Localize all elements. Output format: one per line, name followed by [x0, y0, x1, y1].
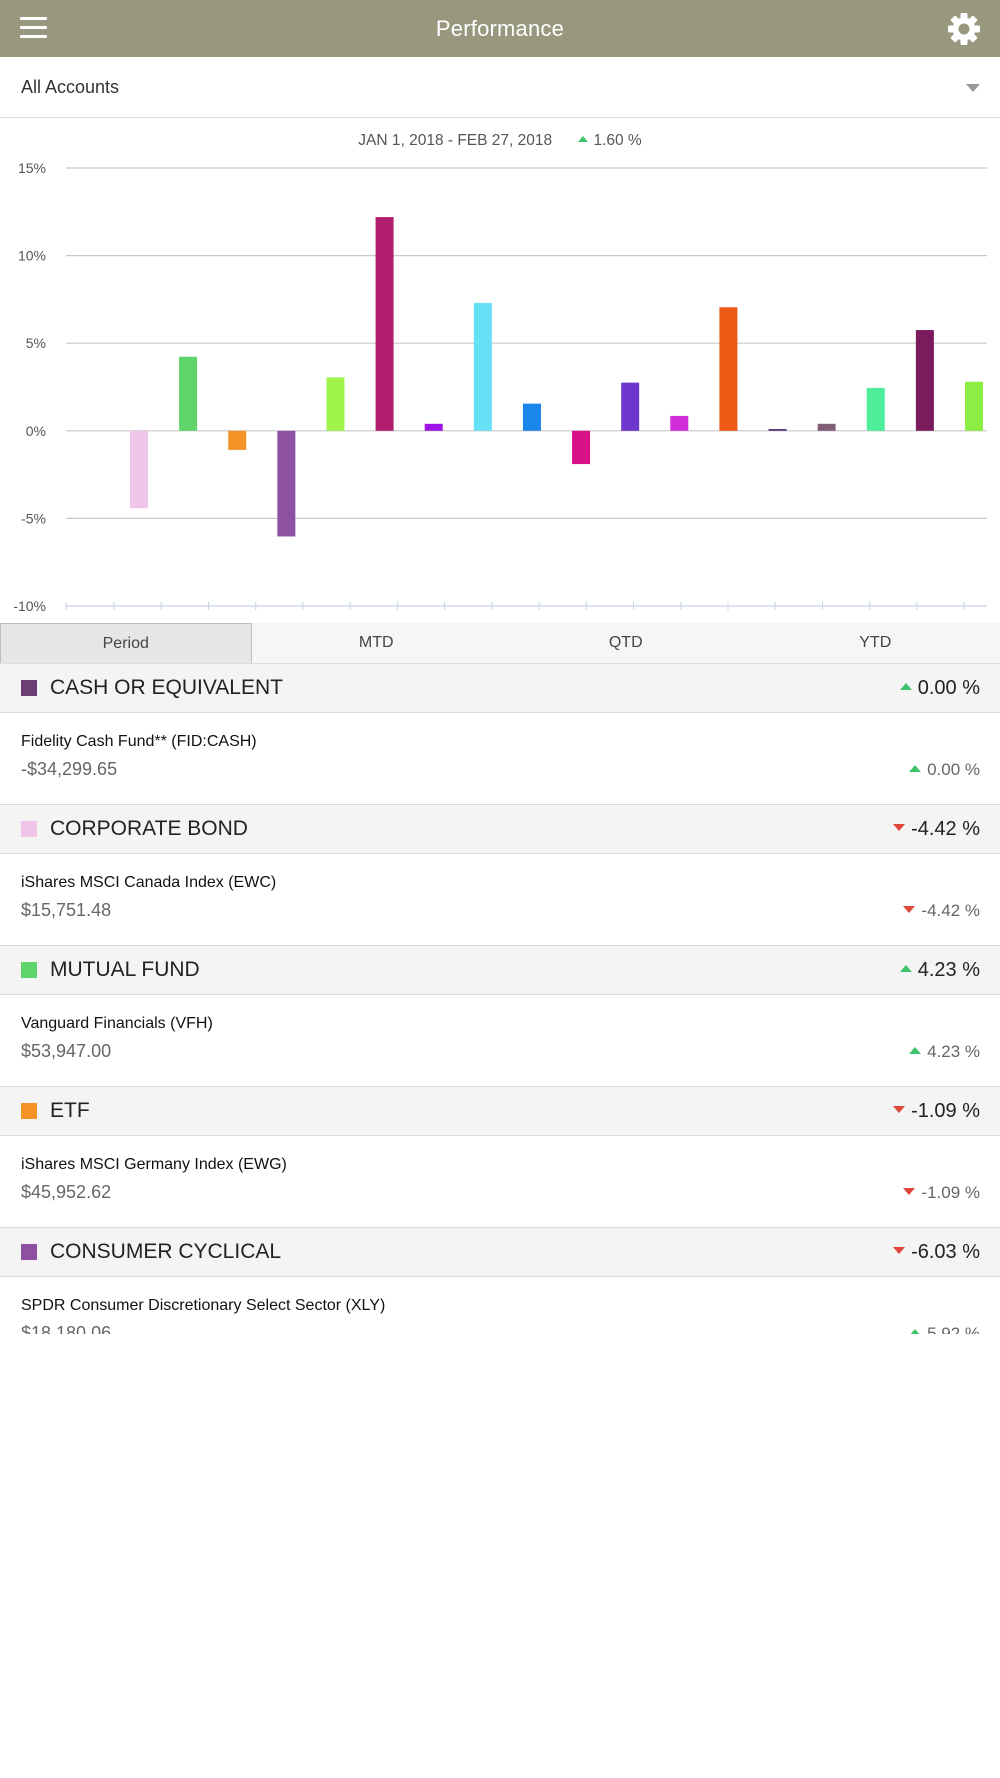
holding-change: -4.42 %: [903, 901, 980, 921]
chart-bar: [473, 302, 492, 431]
chart-bar: [375, 217, 394, 431]
total-change-value: 1.60 %: [593, 132, 642, 149]
group-name: MUTUAL FUND: [50, 958, 200, 981]
y-tick-label: -5%: [21, 510, 46, 526]
holding-change: 5.92 %: [909, 1324, 980, 1334]
y-tick-label: -10%: [13, 598, 46, 614]
holding-name: iShares MSCI Canada Index (EWC): [21, 874, 277, 891]
holding-value: $18,180.06: [21, 1323, 112, 1334]
group-name: ETF: [50, 1099, 90, 1122]
color-swatch-icon: [21, 680, 37, 696]
holding-name: SPDR Consumer Discretionary Select Secto…: [21, 1297, 386, 1314]
color-swatch-icon: [21, 962, 37, 978]
change-arrow-icon: [903, 906, 916, 914]
color-swatch-icon: [21, 1103, 37, 1119]
holding-change: 4.23 %: [909, 1042, 980, 1062]
page-title: Performance: [435, 15, 565, 41]
group-name: CONSUMER CYCLICAL: [50, 1240, 282, 1263]
group-header[interactable]: MUTUAL FUND 4.23 %: [0, 946, 1000, 995]
chart-bar: [621, 382, 640, 431]
chart-bar: [768, 429, 787, 431]
chart-bar: [522, 403, 541, 431]
chart-bar: [670, 415, 689, 431]
chart-bar: [915, 330, 934, 431]
chart-bar: [817, 423, 836, 431]
chart-bar: [179, 356, 198, 431]
account-selector[interactable]: All Accounts: [0, 57, 1000, 118]
holding-value: -$34,299.65: [21, 759, 118, 779]
period-tabs: Period MTD QTD YTD: [0, 623, 1000, 664]
account-selector-value: All Accounts: [21, 76, 120, 97]
tab-mtd[interactable]: MTD: [358, 634, 394, 651]
holding-name: Vanguard Financials (VFH): [21, 1015, 213, 1032]
color-swatch-icon: [21, 1244, 37, 1260]
holdings-list: CASH OR EQUIVALENT 0.00 % Fidelity Cash …: [0, 664, 1000, 1334]
group-header[interactable]: CORPORATE BOND -4.42 %: [0, 805, 1000, 854]
chevron-down-icon[interactable]: [966, 84, 980, 92]
holding-row[interactable]: iShares MSCI Canada Index (EWC) $15,751.…: [0, 854, 1000, 946]
change-arrow-icon: [909, 1047, 922, 1055]
holding-value: $45,952.62: [21, 1182, 112, 1202]
chart-bar: [130, 430, 148, 509]
color-swatch-icon: [21, 821, 37, 837]
group-change: 0.00 %: [899, 677, 980, 700]
tab-qtd[interactable]: QTD: [608, 634, 643, 651]
chart-bar: [277, 430, 296, 537]
holding-change: 0.00 %: [909, 760, 980, 780]
chart-bar: [228, 430, 247, 450]
group-header[interactable]: ETF -1.09 %: [0, 1087, 1000, 1136]
holding-name: iShares MSCI Germany Index (EWG): [21, 1156, 287, 1173]
change-arrow-icon: [909, 765, 922, 773]
change-arrow-icon: [893, 824, 906, 832]
chart-bar: [719, 307, 738, 431]
performance-chart: JAN 1, 2018 - FEB 27, 2018 1.60 % 15% 10%…: [0, 118, 1000, 623]
change-arrow-icon: [893, 1247, 906, 1255]
group-header[interactable]: CONSUMER CYCLICAL -6.03 %: [0, 1228, 1000, 1277]
y-tick-label: 10%: [18, 248, 46, 264]
hamburger-menu-icon[interactable]: [18, 15, 50, 41]
group-change: -4.42 %: [893, 818, 980, 841]
group-header[interactable]: CASH OR EQUIVALENT 0.00 %: [0, 664, 1000, 713]
group-name: CASH OR EQUIVALENT: [50, 676, 283, 699]
group-change: -6.03 %: [893, 1241, 980, 1264]
tab-period[interactable]: Period: [0, 623, 252, 663]
holding-row[interactable]: SPDR Consumer Discretionary Select Secto…: [0, 1277, 1000, 1334]
holding-row[interactable]: Vanguard Financials (VFH) $53,947.00 4.2…: [0, 995, 1000, 1087]
chart-bar: [965, 381, 983, 431]
top-bar: Performance: [0, 0, 1000, 57]
change-arrow-icon: [899, 965, 912, 973]
holding-name: Fidelity Cash Fund** (FID:CASH): [21, 733, 257, 750]
tab-ytd[interactable]: YTD: [859, 634, 892, 651]
chart-bar: [866, 387, 885, 431]
chart-bar: [572, 430, 591, 465]
chart-bar: [424, 423, 443, 431]
gear-icon[interactable]: [946, 11, 982, 47]
holding-change: -1.09 %: [903, 1183, 980, 1203]
change-arrow-icon: [899, 683, 912, 691]
change-arrow-icon: [893, 1106, 906, 1114]
date-range-summary: JAN 1, 2018 - FEB 27, 2018 1.60 %: [0, 132, 1000, 150]
change-arrow-icon: [909, 1329, 922, 1334]
group-change: -1.09 %: [893, 1100, 980, 1123]
group-name: CORPORATE BOND: [50, 817, 248, 840]
holding-row[interactable]: Fidelity Cash Fund** (FID:CASH) -$34,299…: [0, 713, 1000, 805]
group-change: 4.23 %: [899, 959, 980, 982]
arrow-up-icon: [578, 135, 589, 142]
change-arrow-icon: [903, 1188, 916, 1196]
y-tick-label: 15%: [18, 160, 46, 176]
holding-value: $53,947.00: [21, 1041, 112, 1061]
bar-chart-svg: 15% 10% 5% 0% -5% -10%: [13, 160, 987, 614]
holding-row[interactable]: iShares MSCI Germany Index (EWG) $45,952…: [0, 1136, 1000, 1228]
holding-value: $15,751.48: [21, 900, 112, 920]
y-tick-label: 5%: [26, 335, 46, 351]
date-range-label: JAN 1, 2018 - FEB 27, 2018: [358, 132, 553, 149]
y-tick-label: 0%: [26, 423, 46, 439]
chart-bar: [326, 377, 345, 431]
